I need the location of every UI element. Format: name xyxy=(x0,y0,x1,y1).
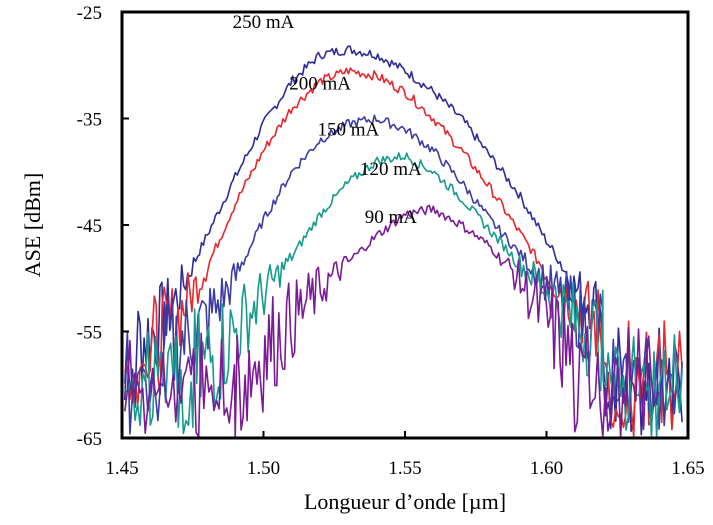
series-label: 250 mA xyxy=(233,12,295,33)
x-tick-label: 1.55 xyxy=(388,458,421,479)
y-tick-label: -65 xyxy=(77,429,102,450)
series-traces xyxy=(124,45,683,439)
y-tick-label: -55 xyxy=(77,323,102,344)
series-line-150-ma xyxy=(124,114,683,435)
series-label: 90 mA xyxy=(365,207,418,228)
x-tick-label: 1.50 xyxy=(247,458,280,479)
y-tick-label: -35 xyxy=(77,110,102,131)
x-tick-label: 1.60 xyxy=(530,458,563,479)
series-line-90-ma xyxy=(124,204,660,439)
series-line-120-ma xyxy=(124,152,683,438)
y-tick-label: -25 xyxy=(77,3,102,24)
series-label: 120 mA xyxy=(360,159,422,180)
series-labels: 250 mA 200 mA 150 mA 120 mA 90 mA xyxy=(233,12,422,228)
y-tick-labels: -25 -35 -45 -55 -65 xyxy=(77,3,102,450)
x-tick-label: 1.45 xyxy=(105,458,138,479)
x-tick-labels: 1.45 1.50 1.55 1.60 1.65 xyxy=(105,458,704,479)
y-axis-title: ASE [dBm] xyxy=(20,173,45,278)
series-label: 200 mA xyxy=(289,74,351,95)
y-tick-label: -45 xyxy=(77,216,102,237)
series-label: 150 mA xyxy=(318,120,380,141)
axis-ticks xyxy=(121,11,689,439)
x-axis-title: Longueur d’onde [µm] xyxy=(304,489,506,514)
x-tick-label: 1.65 xyxy=(671,458,704,479)
